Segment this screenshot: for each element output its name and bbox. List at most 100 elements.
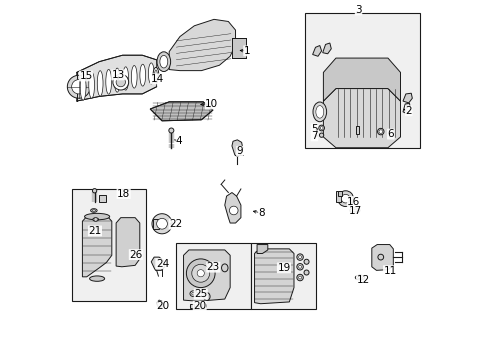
Text: 4: 4 (176, 136, 182, 146)
Ellipse shape (203, 293, 210, 301)
Text: 10: 10 (205, 99, 218, 109)
Ellipse shape (157, 52, 170, 72)
Circle shape (202, 304, 206, 308)
Polygon shape (169, 19, 235, 71)
Text: 11: 11 (383, 266, 396, 276)
Text: 18: 18 (117, 189, 130, 199)
Ellipse shape (105, 69, 111, 94)
Circle shape (168, 128, 174, 133)
Circle shape (197, 270, 204, 277)
Ellipse shape (97, 71, 103, 96)
Polygon shape (156, 300, 163, 308)
Ellipse shape (160, 55, 167, 68)
Circle shape (229, 206, 238, 215)
Polygon shape (402, 103, 410, 114)
Ellipse shape (315, 105, 323, 118)
Circle shape (156, 219, 167, 229)
Ellipse shape (153, 67, 159, 82)
Ellipse shape (154, 70, 157, 80)
Text: 2: 2 (405, 106, 411, 116)
Polygon shape (183, 250, 230, 301)
Text: 17: 17 (348, 206, 362, 216)
Text: 16: 16 (346, 197, 360, 207)
Circle shape (377, 129, 383, 135)
Ellipse shape (89, 72, 94, 98)
Text: 20: 20 (193, 301, 206, 311)
Circle shape (378, 130, 382, 134)
Ellipse shape (221, 264, 227, 272)
Circle shape (296, 254, 303, 260)
Bar (335, 192, 341, 202)
Ellipse shape (131, 66, 137, 88)
Circle shape (186, 259, 215, 288)
Text: 24: 24 (156, 258, 169, 269)
Circle shape (296, 274, 303, 281)
Circle shape (377, 254, 383, 260)
Bar (250, 243, 315, 309)
Polygon shape (231, 140, 242, 157)
Bar (176, 243, 250, 309)
Polygon shape (257, 244, 267, 253)
Polygon shape (371, 244, 392, 270)
Polygon shape (151, 257, 164, 270)
Circle shape (94, 218, 97, 221)
Bar (304, 13, 419, 148)
Bar (231, 39, 245, 58)
Polygon shape (116, 218, 140, 267)
Ellipse shape (191, 292, 195, 295)
Bar (337, 191, 341, 196)
Ellipse shape (122, 67, 128, 90)
Circle shape (337, 191, 353, 207)
Text: 23: 23 (206, 262, 220, 272)
Circle shape (298, 276, 301, 279)
Circle shape (92, 189, 97, 193)
Text: 13: 13 (111, 70, 124, 80)
Circle shape (320, 127, 323, 130)
Text: 20: 20 (156, 301, 169, 311)
Text: 5: 5 (310, 124, 317, 134)
Text: 14: 14 (150, 74, 163, 84)
Text: 7: 7 (310, 131, 317, 141)
Ellipse shape (114, 68, 120, 92)
Polygon shape (323, 58, 400, 101)
Text: 8: 8 (258, 208, 264, 218)
Circle shape (318, 125, 324, 131)
Text: 21: 21 (88, 226, 102, 236)
Circle shape (191, 264, 209, 282)
Ellipse shape (148, 63, 154, 84)
Ellipse shape (351, 209, 357, 212)
Circle shape (152, 214, 172, 234)
Polygon shape (402, 93, 411, 103)
Circle shape (298, 265, 301, 268)
Ellipse shape (92, 210, 96, 211)
Circle shape (304, 270, 308, 275)
Text: 1: 1 (243, 46, 250, 56)
Ellipse shape (349, 208, 359, 213)
Text: 3: 3 (354, 5, 361, 15)
Text: 26: 26 (129, 249, 142, 260)
Text: 15: 15 (79, 71, 92, 81)
Polygon shape (254, 249, 293, 304)
Text: 25: 25 (194, 289, 207, 299)
Polygon shape (322, 43, 330, 54)
Ellipse shape (312, 102, 326, 122)
Ellipse shape (355, 275, 364, 280)
Polygon shape (224, 193, 241, 223)
Circle shape (298, 256, 301, 258)
Text: 12: 12 (356, 275, 369, 285)
Ellipse shape (84, 213, 109, 220)
Text: 6: 6 (386, 129, 393, 139)
Ellipse shape (140, 64, 145, 86)
Polygon shape (190, 305, 193, 308)
Polygon shape (312, 45, 321, 56)
Circle shape (67, 75, 90, 98)
Bar (355, 126, 358, 134)
Bar (72, 189, 145, 301)
Bar (99, 195, 105, 202)
Circle shape (113, 74, 128, 90)
Polygon shape (77, 55, 156, 101)
Text: 22: 22 (169, 219, 182, 229)
Text: 9: 9 (236, 146, 243, 156)
Ellipse shape (93, 218, 99, 221)
Ellipse shape (80, 73, 86, 100)
